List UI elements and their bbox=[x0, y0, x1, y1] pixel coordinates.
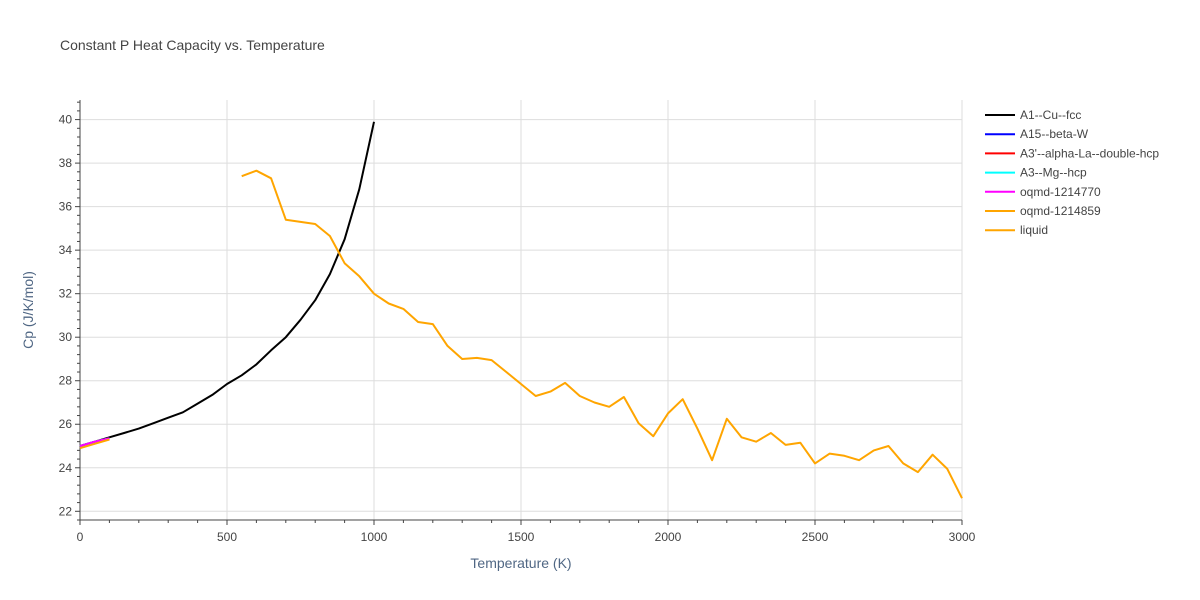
legend-label-3: A3--Mg--hcp bbox=[1020, 166, 1087, 180]
legend-item-1[interactable]: A15--beta-W bbox=[985, 127, 1089, 141]
y-tick-label-8: 38 bbox=[59, 156, 73, 170]
legend-label-1: A15--beta-W bbox=[1020, 127, 1089, 141]
y-tick-label-2: 26 bbox=[59, 417, 73, 431]
legend-label-2: A3'--alpha-La--double-hcp bbox=[1020, 146, 1159, 160]
x-tick-label-2: 1000 bbox=[361, 530, 388, 544]
axes: 0 500 1000 1500 2000 2500 3000 22 24 26 28 30 32 34 36… bbox=[59, 100, 976, 544]
y-tick-label-1: 24 bbox=[59, 461, 73, 475]
legend-item-0[interactable]: A1--Cu--fcc bbox=[985, 108, 1081, 122]
legend-label-4: oqmd-1214770 bbox=[1020, 185, 1101, 199]
legend-label-5: oqmd-1214859 bbox=[1020, 204, 1101, 218]
y-tick-label-4: 30 bbox=[59, 330, 73, 344]
x-axis-title: Temperature (K) bbox=[470, 555, 571, 571]
series-line-liquid bbox=[241, 169, 963, 499]
legend-item-4[interactable]: oqmd-1214770 bbox=[985, 185, 1101, 199]
y-tick-label-3: 28 bbox=[59, 374, 73, 388]
y-tick-label-6: 34 bbox=[59, 243, 73, 257]
x-tick-label-5: 2500 bbox=[802, 530, 829, 544]
legend-item-6[interactable]: liquid bbox=[985, 223, 1048, 237]
grid bbox=[80, 100, 963, 520]
y-tick-label-9: 40 bbox=[59, 113, 73, 127]
series-line-oqmd-1214859 bbox=[79, 438, 110, 450]
chart-title: Constant P Heat Capacity vs. Temperature bbox=[60, 37, 325, 53]
legend-item-5[interactable]: oqmd-1214859 bbox=[985, 204, 1101, 218]
y-tick-label-7: 36 bbox=[59, 200, 73, 214]
x-tick-label-6: 3000 bbox=[949, 530, 976, 544]
y-axis-title: Cp (J/K/mol) bbox=[20, 271, 36, 349]
legend[interactable]: A1--Cu--fcc A15--beta-W A3'--alpha-La--dou… bbox=[985, 108, 1159, 237]
y-tick-label-5: 32 bbox=[59, 287, 73, 301]
series-line-oqmd-1214770 bbox=[79, 437, 110, 447]
x-tick-label-0: 0 bbox=[77, 530, 84, 544]
x-tick-label-1: 500 bbox=[217, 530, 237, 544]
x-tick-label-3: 1500 bbox=[508, 530, 535, 544]
legend-label-0: A1--Cu--fcc bbox=[1020, 108, 1081, 122]
y-tick-label-0: 22 bbox=[59, 504, 73, 518]
x-tick-label-4: 2000 bbox=[655, 530, 682, 544]
legend-label-6: liquid bbox=[1020, 223, 1048, 237]
series-line-A1--Cu--fcc bbox=[79, 121, 375, 447]
legend-item-3[interactable]: A3--Mg--hcp bbox=[985, 166, 1087, 180]
series-layer bbox=[79, 121, 963, 499]
legend-item-2[interactable]: A3'--alpha-La--double-hcp bbox=[985, 146, 1159, 160]
